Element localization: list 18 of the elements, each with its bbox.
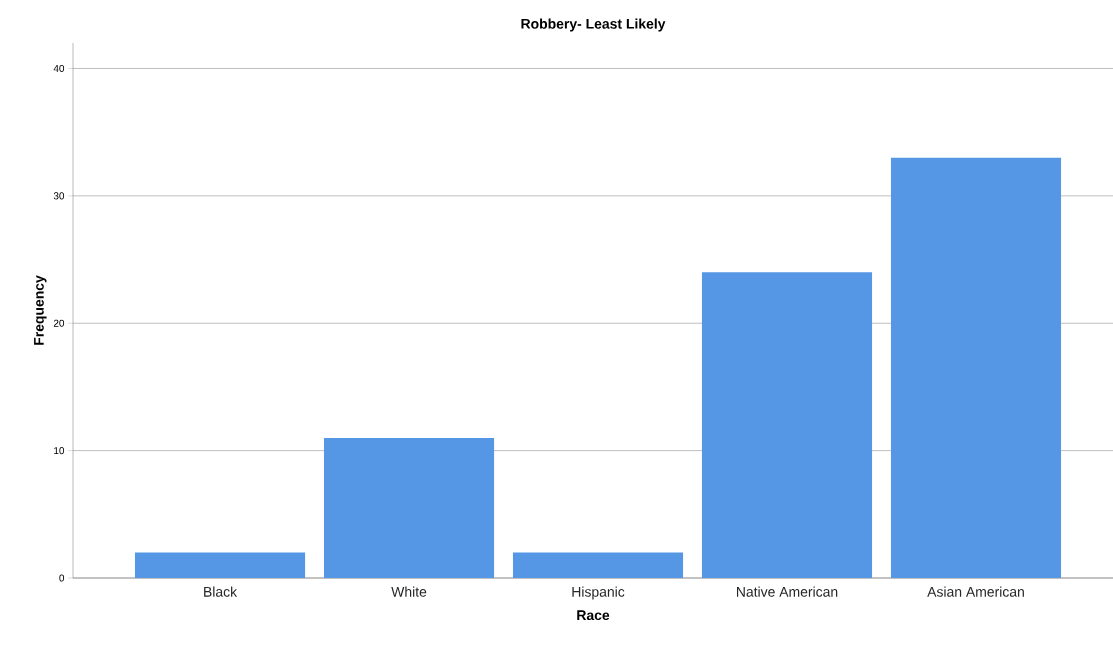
bar xyxy=(512,552,684,578)
bar xyxy=(323,437,495,578)
y-tick-label: 40 xyxy=(53,64,65,72)
bar xyxy=(701,272,873,578)
x-tick-label: Black xyxy=(204,586,238,597)
x-axis-title: Race xyxy=(577,610,610,621)
bar xyxy=(134,552,306,578)
chart-title: Robbery- Least Likely xyxy=(521,18,666,32)
x-tick-label: Native American xyxy=(736,586,838,597)
x-tick-label: Asian American xyxy=(927,586,1024,597)
y-axis-title: Frequency xyxy=(34,275,47,345)
bar xyxy=(890,157,1062,578)
y-tick-label: 0 xyxy=(59,574,65,582)
x-tick-label: White xyxy=(391,586,427,597)
y-tick-label: 20 xyxy=(53,319,65,327)
y-tick-label: 10 xyxy=(54,447,65,455)
y-tick-label: 30 xyxy=(53,192,65,200)
x-tick-label: Hispanic xyxy=(572,586,625,600)
